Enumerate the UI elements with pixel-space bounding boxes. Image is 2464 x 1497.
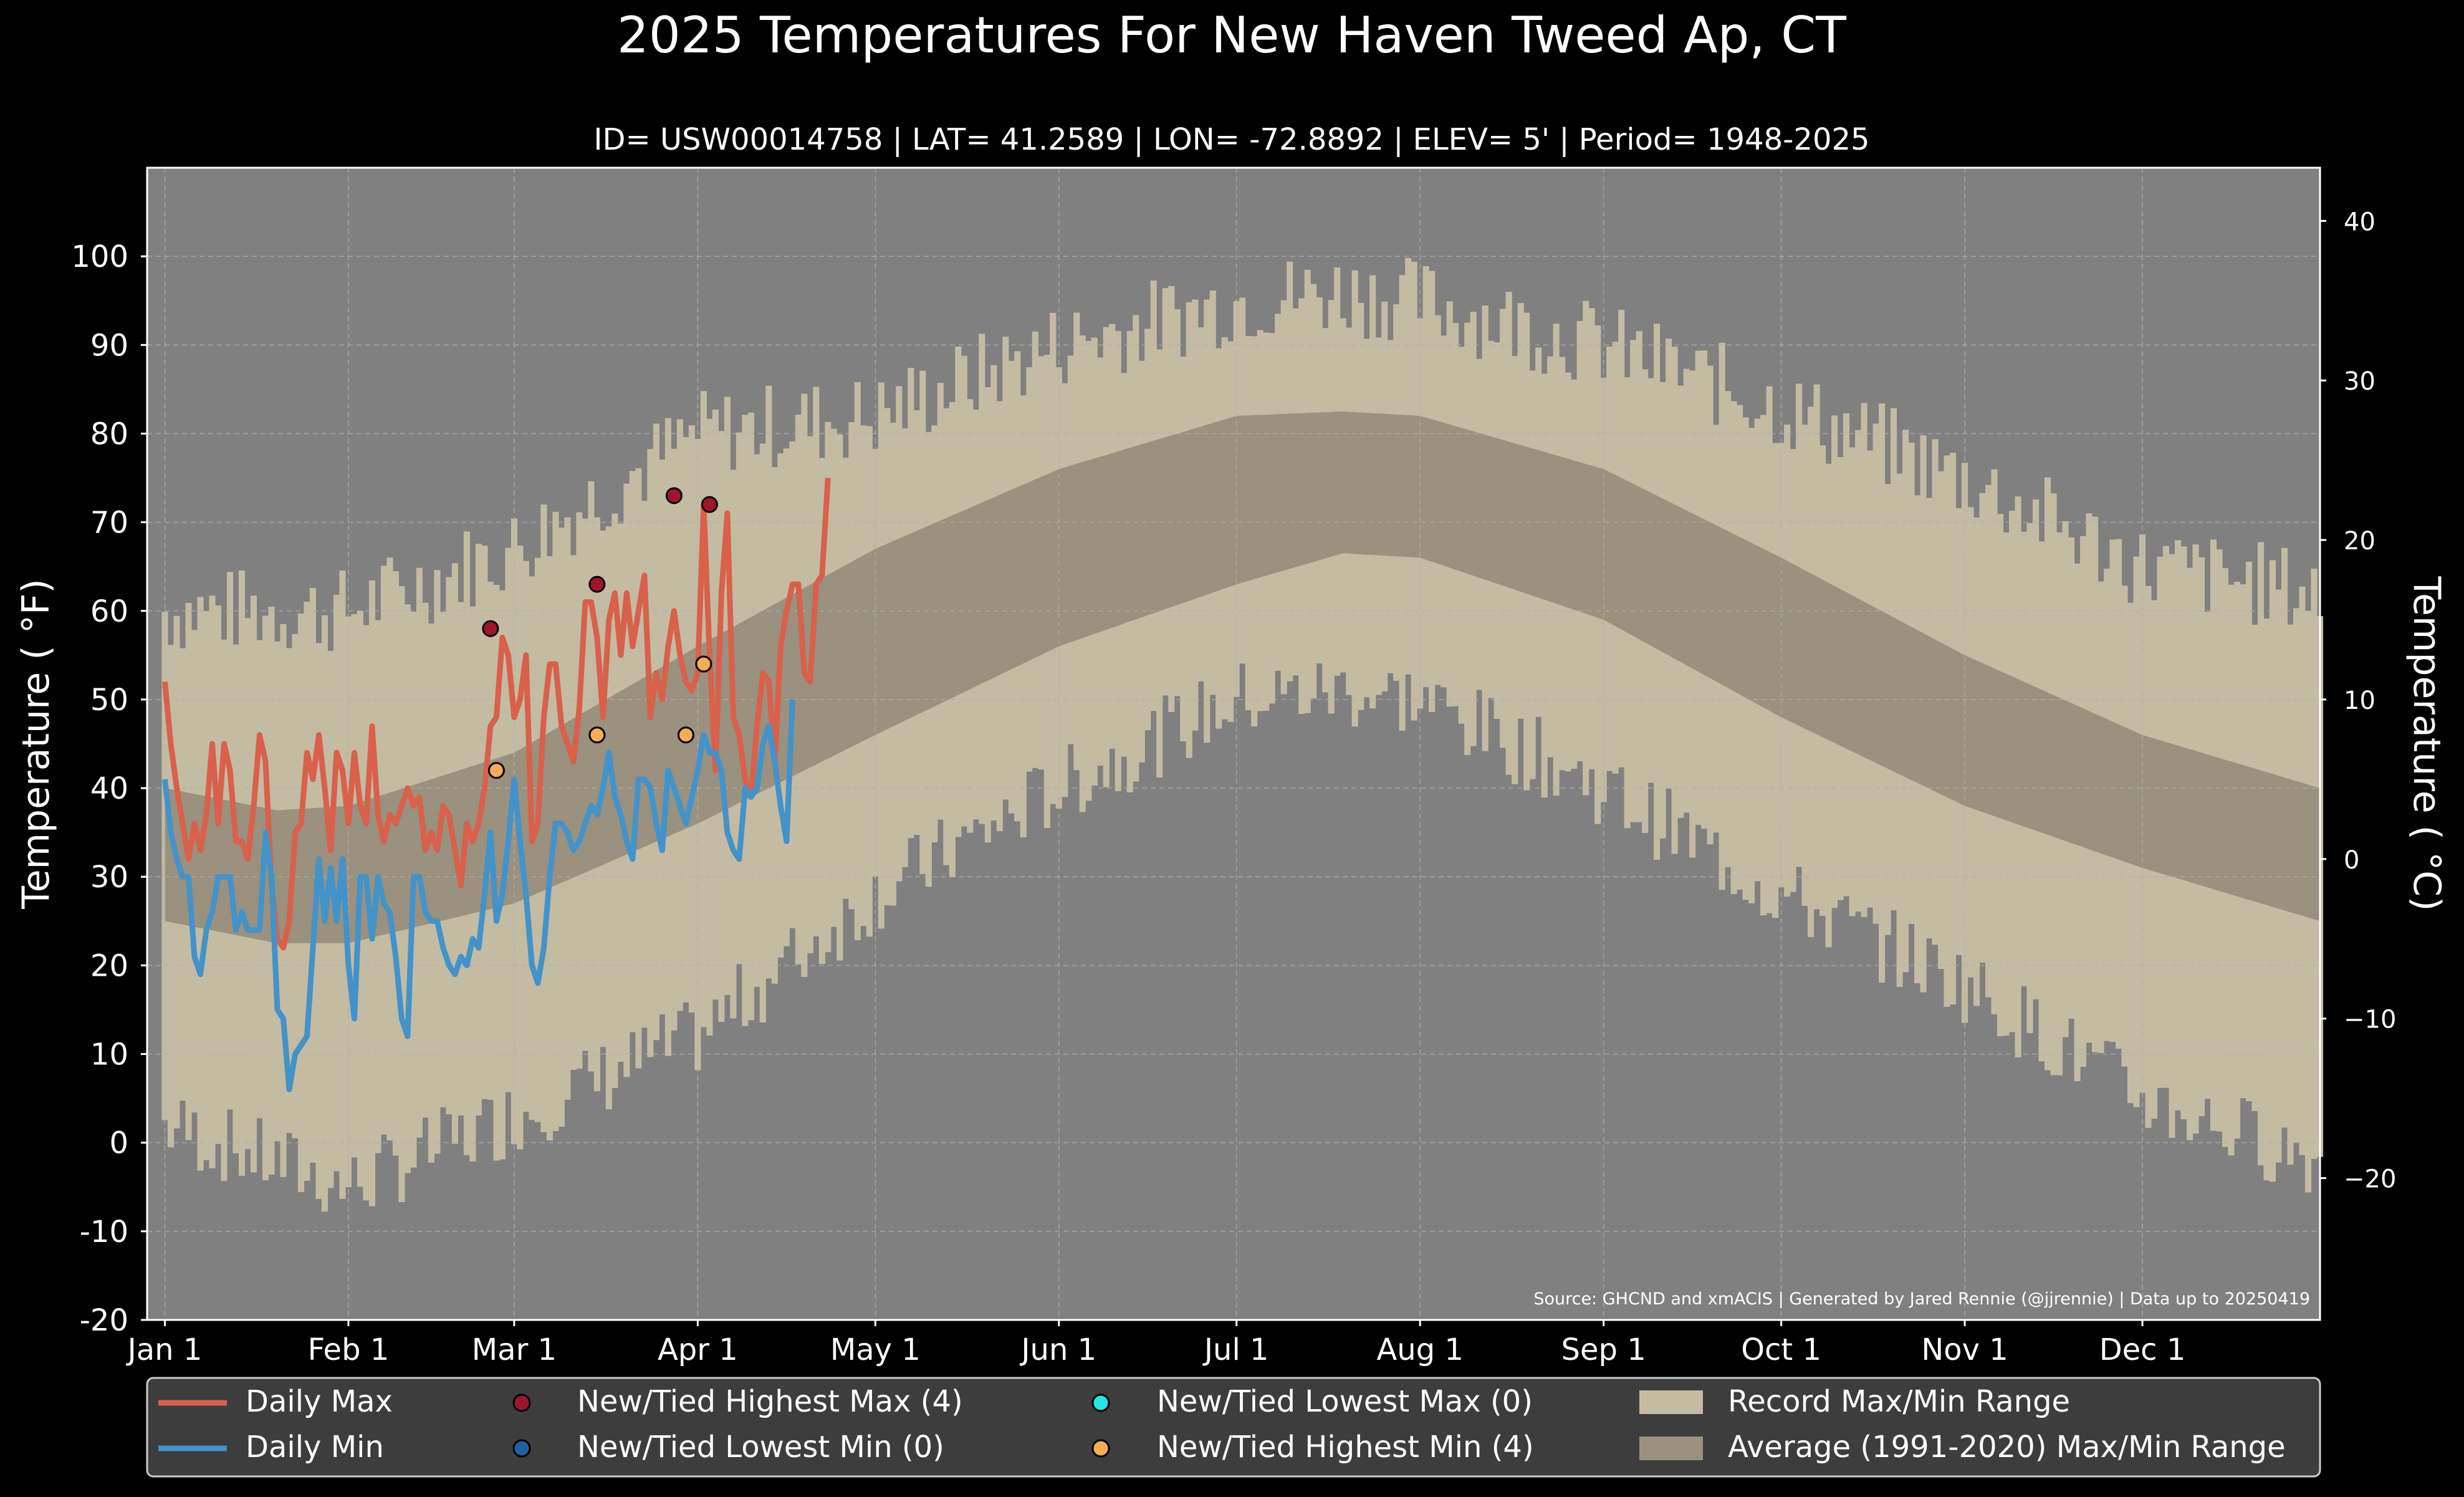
x-tick-label: Apr 1 [658, 1332, 738, 1367]
x-tick-label: Jul 1 [1202, 1332, 1269, 1367]
y-tick-label-right: −20 [2344, 1165, 2396, 1194]
legend-label-high-min: New/Tied Highest Min (4) [1157, 1430, 1534, 1465]
legend-marker-low-min [512, 1439, 531, 1458]
marker-new-tied-highest-min [588, 726, 606, 744]
x-tick-label: Jun 1 [1019, 1332, 1096, 1367]
y-tick-label-left: 0 [109, 1126, 128, 1161]
y-tick-label-right: 40 [2344, 208, 2375, 236]
legend-label-low-max: New/Tied Lowest Max (0) [1157, 1384, 1533, 1419]
y-tick-label-right: 10 [2344, 686, 2375, 715]
y-tick-label-right: 20 [2344, 527, 2375, 556]
marker-new-tied-highest-min [695, 655, 712, 673]
legend-label-daily-min: Daily Min [246, 1430, 384, 1465]
marker-new-tied-highest-min [487, 762, 505, 779]
legend-label-daily-max: Daily Max [246, 1384, 393, 1419]
legend: Daily Max Daily Min New/Tied Highest Max… [146, 1377, 2321, 1478]
legend-marker-low-max [1091, 1394, 1110, 1412]
legend-marker-high-max [512, 1394, 531, 1412]
x-tick-label: May 1 [830, 1332, 921, 1367]
y-tick-label-left: 10 [90, 1037, 128, 1072]
legend-label-high-max: New/Tied Highest Max (4) [577, 1384, 963, 1419]
legend-label-low-min: New/Tied Lowest Min (0) [577, 1430, 944, 1465]
daily-min-line [162, 699, 795, 1092]
marker-new-tied-highest-max [665, 487, 683, 504]
chart-title: 2025 Temperatures For New Haven Tweed Ap… [617, 6, 1847, 64]
y-axis-left: -20 -10 0 10 20 30 40 50 60 70 80 90 100 [71, 239, 147, 1338]
legend-marker-high-min [1091, 1439, 1110, 1458]
source-note: Source: GHCND and xmACIS | Generated by … [1533, 1289, 2310, 1309]
marker-new-tied-highest-max [482, 620, 499, 637]
x-tick-label: Dec 1 [2099, 1332, 2186, 1367]
x-axis: Jan 1 Feb 1 Mar 1 Apr 1 May 1 Jun 1 Jul 1 Aug 1… [126, 1320, 2186, 1367]
marker-new-tied-highest-max [588, 575, 606, 593]
y-tick-label-left: 60 [90, 594, 128, 629]
x-tick-label: Mar 1 [472, 1332, 557, 1367]
y-tick-label-left: 20 [90, 948, 128, 983]
x-tick-label: Oct 1 [1741, 1332, 1821, 1367]
legend-label-average-range: Average (1991-2020) Max/Min Range [1728, 1430, 2286, 1465]
record-markers [482, 487, 718, 779]
y-tick-label-left: 50 [90, 683, 128, 718]
chart-subtitle: ID= USW00014758 | LAT= 41.2589 | LON= -7… [593, 122, 1869, 157]
grid-lines [147, 168, 2320, 1321]
x-tick-label: Aug 1 [1376, 1332, 1464, 1367]
average-range-band [165, 411, 2320, 943]
y-tick-label-left: 30 [90, 860, 128, 895]
legend-swatch-record-range [1639, 1390, 1703, 1414]
marker-new-tied-highest-max [701, 496, 718, 513]
marker-new-tied-highest-min [677, 726, 694, 744]
y-tick-label-left: -10 [80, 1215, 128, 1249]
y-tick-label-right: −10 [2344, 1006, 2396, 1034]
y-tick-label-left: 100 [71, 239, 128, 274]
x-tick-label: Feb 1 [308, 1332, 390, 1367]
x-tick-label: Nov 1 [1921, 1332, 2008, 1367]
y-tick-label-left: -20 [80, 1303, 128, 1338]
y-tick-label-left: 80 [90, 416, 128, 451]
plot-area: Source: GHCND and xmACIS | Generated by … [146, 166, 2324, 1321]
y-axis-label-left: Temperature ( °F) [14, 579, 58, 910]
y-tick-label-left: 40 [90, 771, 128, 806]
x-tick-label: Jan 1 [126, 1332, 203, 1367]
plot-frame [146, 166, 2321, 1321]
legend-label-record-range: Record Max/Min Range [1728, 1384, 2070, 1419]
legend-swatch-average-range [1639, 1437, 1703, 1460]
y-tick-label-left: 70 [90, 506, 128, 541]
y-tick-label-right: 0 [2344, 846, 2359, 875]
x-tick-label: Sep 1 [1561, 1332, 1646, 1367]
legend-box [146, 1377, 2321, 1478]
y-axis-label-right: Temperature ( °C) [2405, 576, 2448, 912]
y-tick-label-right: 30 [2344, 367, 2375, 396]
y-tick-label-left: 90 [90, 328, 128, 363]
y-axis-right: −20 −10 0 10 20 30 40 [2320, 208, 2396, 1194]
